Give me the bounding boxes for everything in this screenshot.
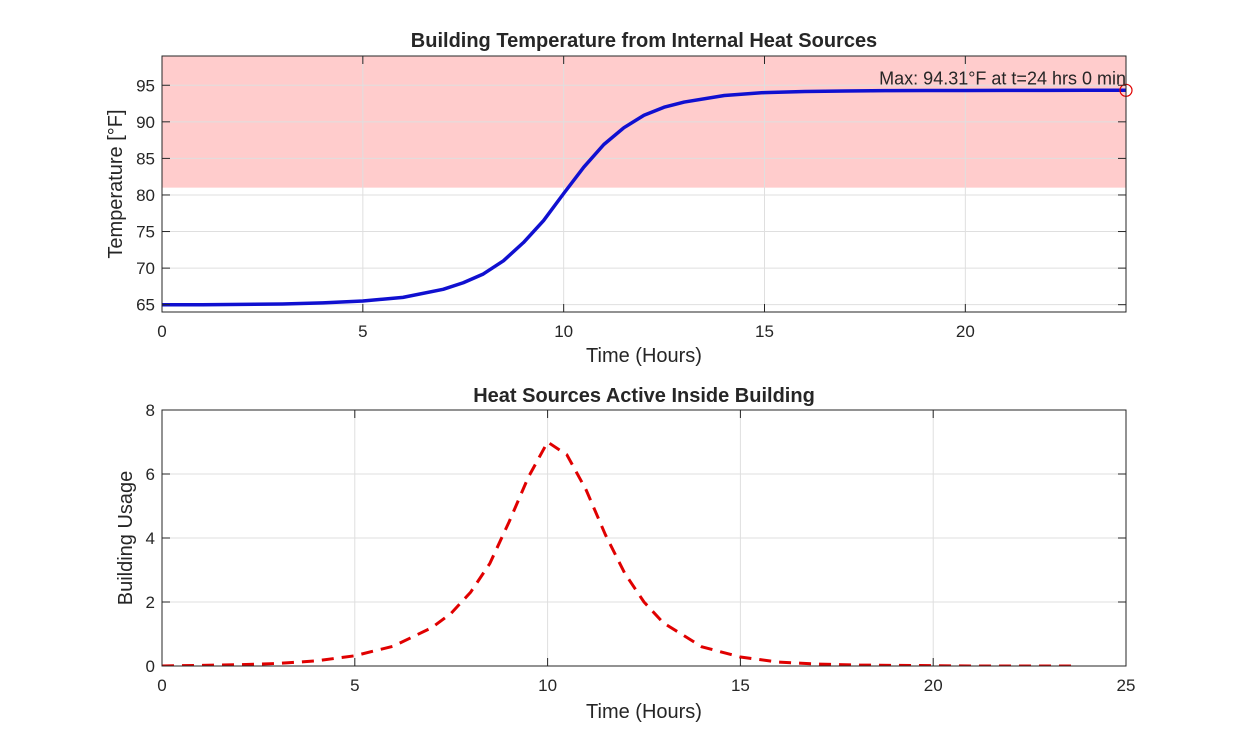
y-tick-label: 85 <box>136 149 155 168</box>
series-line <box>162 88 1126 307</box>
y-tick-label: 8 <box>146 401 155 420</box>
x-tick-label: 25 <box>1117 676 1136 695</box>
x-axis-label: Time (Hours) <box>586 345 702 367</box>
x-tick-label: 20 <box>924 676 943 695</box>
x-tick-label: 10 <box>538 676 557 695</box>
y-tick-label: 80 <box>136 186 155 205</box>
x-tick-label: 5 <box>350 676 359 695</box>
x-tick-label: 5 <box>358 322 367 341</box>
x-tick-label: 15 <box>731 676 750 695</box>
y-tick-label: 70 <box>136 259 155 278</box>
max-annotation: Max: 94.31°F at t=24 hrs 0 min <box>879 68 1126 88</box>
y-tick-label: 6 <box>146 465 155 484</box>
y-tick-label: 2 <box>146 593 155 612</box>
x-tick-label: 0 <box>157 322 166 341</box>
y-tick-label: 65 <box>136 296 155 315</box>
y-axis-label: Temperature [°F] <box>105 109 127 258</box>
series-line <box>162 440 1076 666</box>
x-tick-label: 20 <box>956 322 975 341</box>
y-tick-label: 75 <box>136 223 155 242</box>
y-tick-label: 0 <box>146 657 155 676</box>
chart-title: Heat Sources Active Inside Building <box>473 385 815 407</box>
axes-frame <box>161 55 1127 313</box>
heat-sources-plot: 0 5 10 15 20 25 0 2 4 6 8 Heat Sources Active Insid… <box>115 385 1135 723</box>
y-tick-label: 95 <box>136 76 155 95</box>
x-tick-label: 15 <box>755 322 774 341</box>
y-tick-label: 4 <box>146 529 155 548</box>
y-tick-label: 90 <box>136 113 155 132</box>
x-tick-label: 0 <box>157 676 166 695</box>
y-axis-label: Building Usage <box>115 471 137 606</box>
temperature-plot: Max: 94.31°F at t=24 hrs 0 min 0 5 10 15 20 65… <box>105 30 1133 367</box>
chart-title: Building Temperature from Internal Heat … <box>411 30 877 52</box>
x-tick-label: 10 <box>554 322 573 341</box>
x-axis-label: Time (Hours) <box>586 701 702 723</box>
